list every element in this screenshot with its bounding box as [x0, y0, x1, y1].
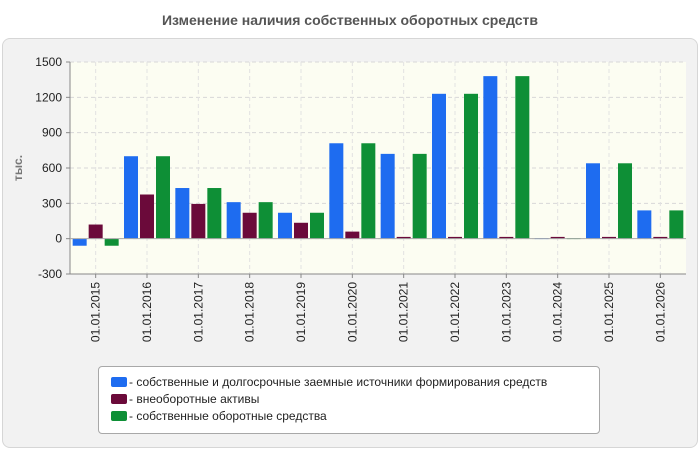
- legend: - собственные и долгосрочные заемные ист…: [98, 366, 600, 434]
- legend-swatch: [111, 411, 127, 421]
- x-tick-label: 01.01.2024: [551, 282, 565, 342]
- x-tick-label: 01.01.2025: [602, 282, 616, 342]
- bar-series-3-01.01.2019: [310, 212, 324, 239]
- x-tick-label: 01.01.2018: [243, 282, 257, 342]
- y-tick-label: 1500: [35, 55, 62, 69]
- bar-series-2-01.01.2024: [550, 236, 565, 239]
- legend-item-2: - внеоборотные активы: [111, 391, 259, 407]
- y-tick-label: 1200: [35, 90, 62, 104]
- legend-label: - собственные оборотные средства: [129, 409, 327, 423]
- bar-series-1-01.01.2023: [483, 76, 498, 239]
- bar-series-1-01.01.2015: [72, 238, 87, 246]
- bar-series-1-01.01.2017: [175, 188, 190, 239]
- bar-series-3-01.01.2026: [669, 210, 684, 239]
- y-tick-label: -300: [38, 267, 62, 281]
- bar-series-2-01.01.2023: [499, 236, 514, 239]
- y-axis-label: тыс.: [11, 155, 25, 181]
- bar-series-3-01.01.2017: [207, 188, 222, 239]
- legend-swatch: [111, 394, 127, 404]
- y-tick-label: 600: [42, 161, 62, 175]
- bar-series-1-01.01.2018: [226, 202, 241, 239]
- bar-series-1-01.01.2020: [329, 143, 344, 239]
- bar-series-1-01.01.2026: [637, 210, 652, 239]
- bars: [72, 76, 684, 246]
- x-tick-label: 01.01.2023: [499, 282, 513, 342]
- bar-series-1-01.01.2021: [380, 153, 395, 239]
- bar-series-2-01.01.2021: [396, 236, 411, 239]
- bar-series-3-01.01.2018: [258, 202, 273, 239]
- x-tick-label: 01.01.2020: [345, 282, 359, 342]
- x-tick-label: 01.01.2019: [294, 282, 308, 342]
- y-tick-label: 900: [42, 126, 62, 140]
- bar-series-3-01.01.2022: [464, 93, 478, 239]
- legend-label: - внеоборотные активы: [129, 392, 260, 406]
- x-tick-label: 01.01.2021: [397, 282, 411, 342]
- legend-swatch: [111, 377, 127, 387]
- bar-series-3-01.01.2016: [156, 156, 170, 239]
- legend-item-1: - собственные и долгосрочные заемные ист…: [111, 374, 547, 390]
- bar-series-2-01.01.2019: [294, 222, 308, 239]
- bar-series-3-01.01.2023: [515, 76, 530, 239]
- bar-series-2-01.01.2016: [140, 194, 154, 239]
- legend-label: - собственные и долгосрочные заемные ист…: [129, 375, 548, 389]
- bar-series-2-01.01.2026: [653, 236, 668, 239]
- bar-series-3-01.01.2021: [412, 153, 427, 239]
- bar-series-3-01.01.2020: [361, 143, 376, 239]
- bar-series-2-01.01.2017: [191, 203, 206, 239]
- bar-series-2-01.01.2025: [602, 236, 616, 239]
- x-tick-label: 01.01.2015: [89, 282, 103, 342]
- bar-series-2-01.01.2015: [88, 224, 103, 239]
- x-tick-label: 01.01.2026: [653, 282, 667, 342]
- bar-series-1-01.01.2022: [432, 93, 446, 239]
- bar-series-2-01.01.2020: [345, 231, 360, 239]
- bar-series-1-01.01.2025: [586, 163, 600, 239]
- x-tick-label: 01.01.2017: [191, 282, 205, 342]
- bar-series-2-01.01.2018: [242, 212, 257, 239]
- x-tick-labels: 01.01.2015 01.01.2016 01.01.2017 01.01.2018…: [89, 274, 667, 342]
- x-tick-label: 01.01.2016: [140, 282, 154, 342]
- y-tick-labels: -300 0 300 600 900 1200 1500: [35, 55, 70, 281]
- y-tick-label: 300: [42, 196, 62, 210]
- y-tick-label: 0: [55, 232, 62, 246]
- bar-series-2-01.01.2022: [448, 236, 462, 239]
- bar-series-3-01.01.2015: [104, 238, 119, 246]
- legend-item-3: - собственные оборотные средства: [111, 408, 327, 424]
- bar-series-1-01.01.2016: [124, 156, 138, 239]
- bar-series-3-01.01.2025: [618, 163, 632, 239]
- chart-title: Изменение наличия собственных оборотных …: [161, 12, 539, 28]
- bar-series-1-01.01.2019: [278, 212, 292, 239]
- x-tick-label: 01.01.2022: [448, 282, 462, 342]
